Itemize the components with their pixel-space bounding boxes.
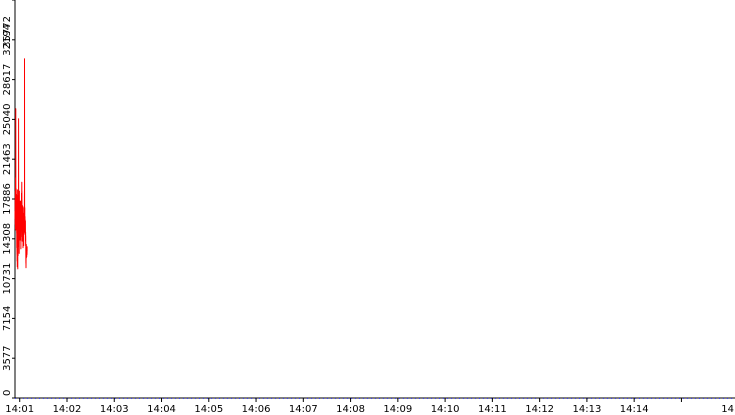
y-tick-label: 25040 [2,103,13,135]
y-tick-label: 28617 [2,64,13,96]
x-tick-label: 14:12 [525,404,554,415]
y-tick-label: 10731 [2,263,13,295]
x-tick-label: 14:05 [194,404,223,415]
y-axis-ticks: 0 3577 7154 10731 14308 17886 21463 25040 28617 3… [2,0,15,399]
x-tick-label: 14:13 [572,404,601,415]
x-tick-label: 14:08 [336,404,365,415]
y-tick-label: 14308 [2,223,13,255]
y-tick-label: 0 [2,390,13,396]
x-tick-label: 14:01 [5,404,34,415]
y-tick-label: 21463 [2,143,13,175]
x-tick-label: 14 [721,404,734,415]
x-tick-label: 14:03 [100,404,129,415]
x-tick-label: 14:14 [620,404,649,415]
y-tick-label: 32194 [2,24,13,56]
x-tick-label: 14:04 [147,404,176,415]
x-tick-label: 14:10 [431,404,460,415]
y-tick-label: 3577 [2,345,13,370]
x-axis-ticks: 14:01 14:02 14:03 14:04 14:05 14:06 14:07 14:08… [5,398,734,415]
x-tick-label: 14:07 [289,404,318,415]
x-tick-label: 14:09 [383,404,412,415]
x-tick-label: 14:02 [53,404,82,415]
y-tick-label: 35772 [2,16,13,48]
y-tick-label: 7154 [2,306,13,331]
series-line-1 [14,58,28,270]
series-layer [14,58,28,270]
x-tick-label: 14:11 [478,404,507,415]
x-tick-label: 14:06 [242,404,271,415]
y-tick-label: 17886 [2,183,13,215]
